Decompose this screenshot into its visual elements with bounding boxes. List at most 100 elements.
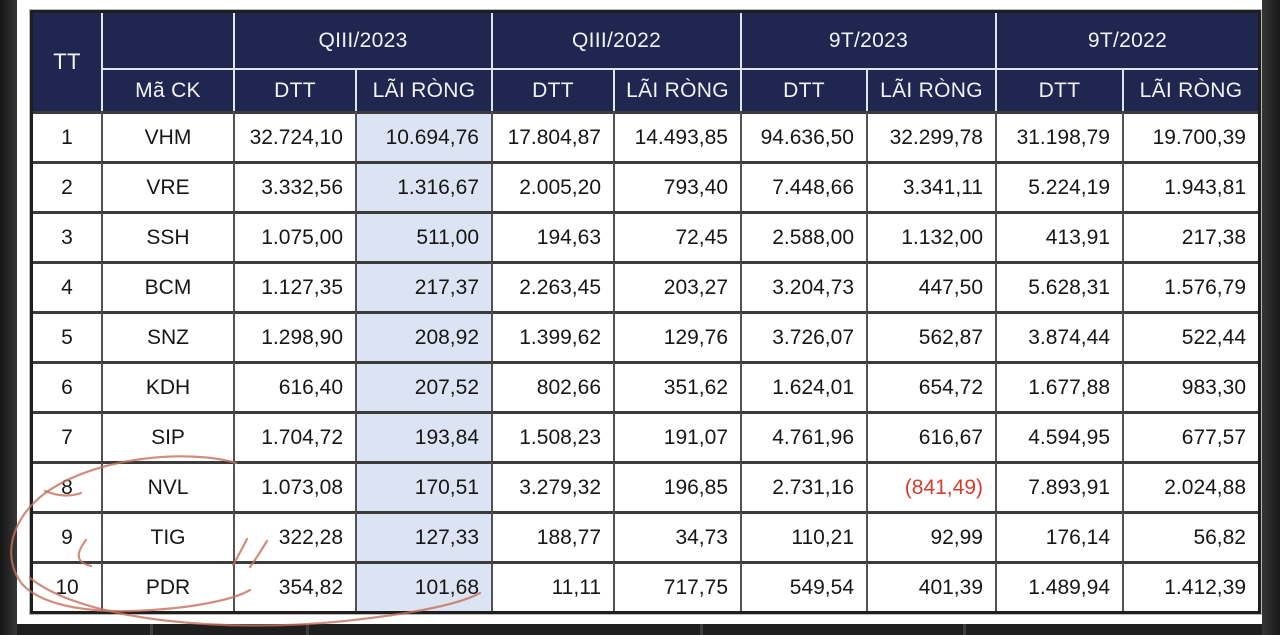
value-cell: 562,87 [866, 311, 995, 361]
value-cell: 14.493,85 [613, 111, 740, 161]
value-cell: 522,44 [1122, 311, 1258, 361]
value-cell: 3.332,56 [233, 161, 355, 211]
value-cell: 191,07 [613, 411, 740, 461]
value-cell: 1.127,35 [233, 261, 355, 311]
value-cell: 1.943,81 [1122, 161, 1258, 211]
value-cell: 447,50 [866, 261, 995, 311]
row-number-cell: 8 [33, 461, 101, 511]
value-cell: 2.731,16 [740, 461, 866, 511]
row-number-cell: 6 [33, 361, 101, 411]
value-cell: 1.677,88 [995, 361, 1122, 411]
header-empty-cell [101, 13, 233, 68]
value-cell: 351,62 [613, 361, 740, 411]
row-number-cell: 5 [33, 311, 101, 361]
header-lai-rong: LÃI RÒNG [613, 68, 740, 111]
value-cell: 196,85 [613, 461, 740, 511]
value-cell: 2.588,00 [740, 211, 866, 261]
value-cell: 11,11 [491, 561, 613, 611]
value-cell: 193,84 [355, 411, 491, 461]
value-cell: 94.636,50 [740, 111, 866, 161]
header-ma-ck: Mã CK [101, 68, 233, 111]
value-cell: 677,57 [1122, 411, 1258, 461]
row-number-cell: 9 [33, 511, 101, 561]
value-cell: 176,14 [995, 511, 1122, 561]
value-cell: 32.299,78 [866, 111, 995, 161]
value-cell: 127,33 [355, 511, 491, 561]
row-number-cell: 3 [33, 211, 101, 261]
value-cell: 31.198,79 [995, 111, 1122, 161]
value-cell: 5.224,19 [995, 161, 1122, 211]
row-number-cell: 4 [33, 261, 101, 311]
header-group-q3-2022: QIII/2022 [491, 13, 740, 68]
value-cell: 793,40 [613, 161, 740, 211]
value-cell: 34,73 [613, 511, 740, 561]
value-cell: 1.298,90 [233, 311, 355, 361]
ticker-cell: TIG [101, 511, 233, 561]
value-cell: 654,72 [866, 361, 995, 411]
value-cell: 511,00 [355, 211, 491, 261]
value-cell: 1.412,39 [1122, 561, 1258, 611]
value-cell: 110,21 [740, 511, 866, 561]
value-cell: 208,92 [355, 311, 491, 361]
ticker-cell: BCM [101, 261, 233, 311]
value-cell: 1.576,79 [1122, 261, 1258, 311]
value-cell: 413,91 [995, 211, 1122, 261]
value-cell: 322,28 [233, 511, 355, 561]
header-group-9t-2023: 9T/2023 [740, 13, 995, 68]
ticker-cell: VHM [101, 111, 233, 161]
ticker-cell: PDR [101, 561, 233, 611]
value-cell: 717,75 [613, 561, 740, 611]
header-dtt: DTT [995, 68, 1122, 111]
value-cell: 56,82 [1122, 511, 1258, 561]
header-dtt: DTT [740, 68, 866, 111]
value-cell: 3.341,11 [866, 161, 995, 211]
value-cell: 1.489,94 [995, 561, 1122, 611]
header-dtt: DTT [233, 68, 355, 111]
value-cell: 101,68 [355, 561, 491, 611]
header-group-q3-2023: QIII/2023 [233, 13, 491, 68]
value-cell: 1.508,23 [491, 411, 613, 461]
row-number-cell: 10 [33, 561, 101, 611]
row-number-cell: 2 [33, 161, 101, 211]
value-cell: 1.624,01 [740, 361, 866, 411]
value-cell: 354,82 [233, 561, 355, 611]
value-cell: 72,45 [613, 211, 740, 261]
value-cell: 1.316,67 [355, 161, 491, 211]
value-cell: 1.399,62 [491, 311, 613, 361]
value-cell: 3.874,44 [995, 311, 1122, 361]
header-group-9t-2022: 9T/2022 [995, 13, 1258, 68]
value-cell: 5.628,31 [995, 261, 1122, 311]
value-cell: 802,66 [491, 361, 613, 411]
value-cell: 616,40 [233, 361, 355, 411]
value-cell: 4.594,95 [995, 411, 1122, 461]
value-cell: 2.024,88 [1122, 461, 1258, 511]
ticker-cell: VRE [101, 161, 233, 211]
bottom-cropped-bar [0, 624, 1280, 635]
value-cell: 7.893,91 [995, 461, 1122, 511]
value-cell: 1.132,00 [866, 211, 995, 261]
value-cell: 188,77 [491, 511, 613, 561]
header-lai-rong: LÃI RÒNG [355, 68, 491, 111]
value-cell: 3.726,07 [740, 311, 866, 361]
value-cell: 194,63 [491, 211, 613, 261]
value-cell: 92,99 [866, 511, 995, 561]
value-cell: 17.804,87 [491, 111, 613, 161]
value-cell: 1.704,72 [233, 411, 355, 461]
value-cell: 401,39 [866, 561, 995, 611]
value-cell: 217,38 [1122, 211, 1258, 261]
value-cell: 203,27 [613, 261, 740, 311]
value-cell: 3.279,32 [491, 461, 613, 511]
value-cell: 1.075,00 [233, 211, 355, 261]
ticker-cell: SIP [101, 411, 233, 461]
ticker-cell: KDH [101, 361, 233, 411]
ticker-cell: SSH [101, 211, 233, 261]
value-cell: 32.724,10 [233, 111, 355, 161]
header-dtt: DTT [491, 68, 613, 111]
value-cell: 170,51 [355, 461, 491, 511]
value-cell: 4.761,96 [740, 411, 866, 461]
financial-table: TT QIII/2023 QIII/2022 9T/2023 9T/2022 M… [30, 10, 1261, 614]
value-cell: 217,37 [355, 261, 491, 311]
ticker-cell: NVL [101, 461, 233, 511]
right-edge-strip [1262, 0, 1280, 635]
